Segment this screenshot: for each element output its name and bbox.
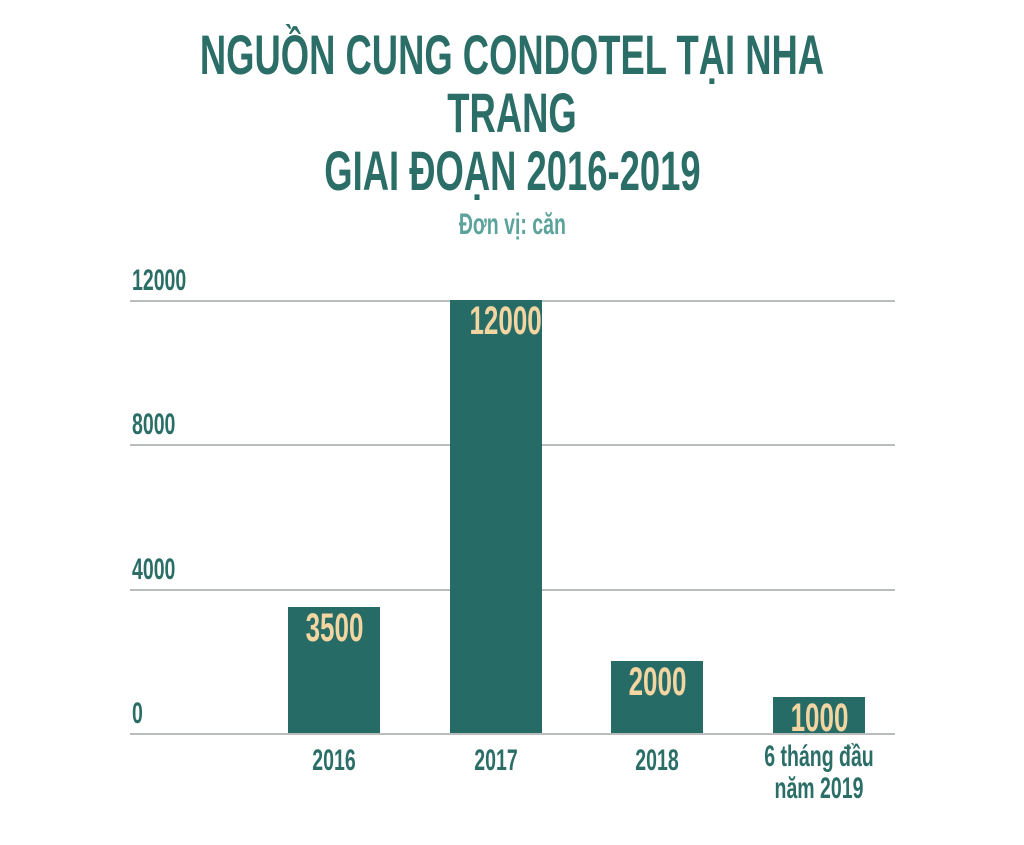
chart-subtitle: Đơn vị: căn	[458, 208, 566, 241]
bar-2018: 2000	[611, 661, 703, 733]
category-label-2016: 2016	[312, 744, 356, 777]
chart-title-line1: NGUỒN CUNG CONDOTEL TẠI NHA TRANG	[199, 23, 825, 144]
bar-2017: 12000	[450, 300, 542, 733]
chart-header: NGUỒN CUNG CONDOTEL TẠI NHA TRANG GIAI Đ…	[0, 26, 1024, 242]
y-tick-label: 8000	[132, 408, 176, 442]
category-label-6-thang-dau-2019: 6 tháng đầu năm 2019	[764, 740, 874, 805]
bar-value-label: 12000	[469, 299, 542, 343]
bar-value-label: 3500	[305, 606, 363, 650]
bar-value-label: 1000	[790, 696, 848, 740]
bar-group-2016: 3500 2016	[288, 300, 380, 777]
bar-group-2017: 12000 2017	[450, 300, 542, 777]
chart-title: NGUỒN CUNG CONDOTEL TẠI NHA TRANG GIAI Đ…	[0, 26, 1024, 200]
category-label-2018: 2018	[635, 744, 679, 777]
bar-value-label: 2000	[628, 660, 686, 704]
bar-group-2018: 2000 2018	[611, 300, 703, 777]
y-tick-label: 12000	[132, 264, 187, 297]
y-tick-label: 0	[132, 697, 143, 730]
y-tick-label: 4000	[132, 552, 176, 586]
category-label-2017: 2017	[474, 744, 518, 777]
gridline-0: 0	[130, 699, 895, 735]
plot-area: 12000 8000 4000 0 3500 2016 12000 2017 2…	[130, 266, 895, 805]
bar-2016: 3500	[288, 607, 380, 733]
bar-group-6-thang-dau-2019: 1000 6 tháng đầu năm 2019	[764, 300, 874, 805]
chart-title-line2: GIAI ĐOẠN 2016-2019	[323, 139, 701, 202]
bar-6-thang-dau-2019: 1000	[773, 697, 865, 739]
